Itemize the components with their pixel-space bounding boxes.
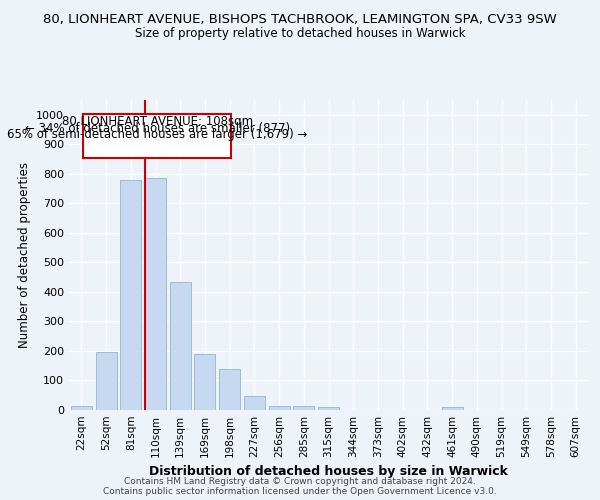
Bar: [71, 406, 92, 410]
Text: ← 34% of detached houses are smaller (877): ← 34% of detached houses are smaller (87…: [25, 122, 290, 134]
X-axis label: Distribution of detached houses by size in Warwick: Distribution of detached houses by size …: [149, 466, 508, 478]
Bar: [95, 352, 116, 410]
Bar: [145, 178, 166, 410]
Text: Contains public sector information licensed under the Open Government Licence v3: Contains public sector information licen…: [103, 488, 497, 496]
Bar: [244, 396, 265, 410]
Text: 80, LIONHEART AVENUE, BISHOPS TACHBROOK, LEAMINGTON SPA, CV33 9SW: 80, LIONHEART AVENUE, BISHOPS TACHBROOK,…: [43, 12, 557, 26]
Y-axis label: Number of detached properties: Number of detached properties: [17, 162, 31, 348]
Bar: [120, 180, 141, 410]
Bar: [83, 114, 231, 158]
Text: Contains HM Land Registry data © Crown copyright and database right 2024.: Contains HM Land Registry data © Crown c…: [124, 478, 476, 486]
Bar: [269, 406, 290, 410]
Bar: [219, 368, 240, 410]
Text: Size of property relative to detached houses in Warwick: Size of property relative to detached ho…: [135, 28, 465, 40]
Bar: [194, 354, 215, 410]
Text: 65% of semi-detached houses are larger (1,679) →: 65% of semi-detached houses are larger (…: [7, 128, 307, 141]
Bar: [442, 407, 463, 410]
Bar: [318, 407, 339, 410]
Bar: [293, 406, 314, 410]
Text: 80 LIONHEART AVENUE: 108sqm: 80 LIONHEART AVENUE: 108sqm: [62, 115, 253, 128]
Bar: [170, 282, 191, 410]
